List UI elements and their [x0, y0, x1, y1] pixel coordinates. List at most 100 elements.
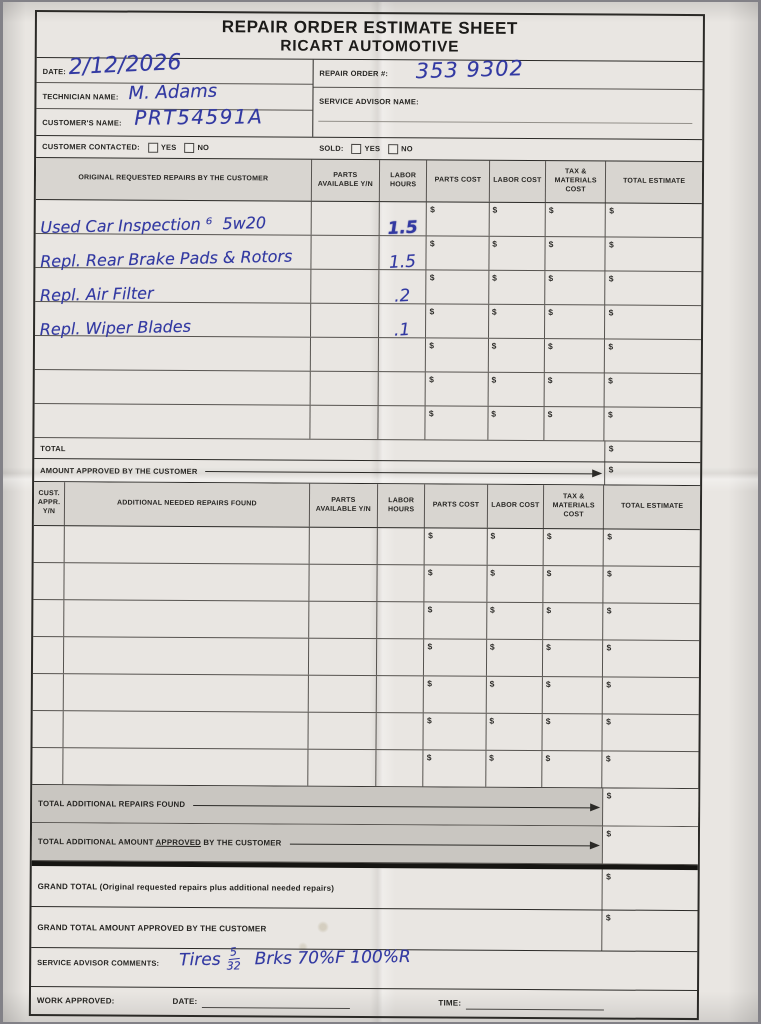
- tax-materials-cell: $: [542, 677, 604, 714]
- table-row: Repl. Air Filter .2 $ $ $ $: [35, 268, 702, 307]
- dollar-sign: $: [427, 567, 433, 578]
- date-label: DATE:: [42, 67, 67, 77]
- parts-cost-cell: $: [423, 713, 487, 750]
- parts-available-cell: [308, 712, 377, 750]
- column-header: PARTS COST: [427, 160, 490, 202]
- description-cell: [64, 637, 309, 675]
- labor-cost-cell: $: [489, 202, 546, 237]
- grand-total-amount-cell: $: [601, 869, 698, 911]
- dollar-sign: $: [489, 752, 494, 763]
- dollar-sign: $: [547, 409, 553, 420]
- repair-order-number-label: REPAIR ORDER #:: [319, 68, 389, 79]
- grand-total-approved-row: GRAND TOTAL AMOUNT APPROVED BY THE CUSTO…: [31, 906, 698, 953]
- total-additional-found-label: TOTAL ADDITIONAL REPAIRS FOUND: [38, 799, 186, 809]
- total-estimate-cell: $: [603, 751, 699, 788]
- labor-hours-cell: .1: [379, 304, 427, 341]
- parts-available-cell: [308, 601, 378, 639]
- labor-hours-cell: 1.5: [379, 202, 428, 239]
- grand-total-approved-label: GRAND TOTAL AMOUNT APPROVED BY THE CUSTO…: [37, 922, 267, 933]
- table-row: $ $ $ $: [34, 370, 701, 409]
- dollar-sign: $: [606, 605, 612, 616]
- parts-cost-cell: $: [426, 338, 489, 372]
- dollar-sign: $: [608, 273, 614, 284]
- dollar-sign: $: [606, 568, 612, 579]
- dollar-sign: $: [426, 752, 432, 763]
- total-additional-found-row: TOTAL ADDITIONAL REPAIRS FOUND $: [32, 784, 699, 828]
- labor-hours-cell: [378, 406, 426, 440]
- column-header: LABOR HOURS: [379, 160, 428, 202]
- dollar-sign: $: [427, 604, 433, 615]
- labor-cost-cell: $: [485, 750, 543, 788]
- labor-cost-cell: $: [488, 338, 546, 373]
- dollar-sign: $: [606, 871, 611, 882]
- arrow-line: [193, 786, 601, 825]
- parts-cost-cell: $: [426, 236, 490, 270]
- dollar-sign: $: [606, 716, 611, 727]
- total-estimate-cell: $: [604, 566, 700, 603]
- service-advisor-comments-label: SERVICE ADVISOR COMMENTS:: [37, 958, 160, 968]
- description-cell: [64, 600, 310, 638]
- column-header: ADDITIONAL NEEDED REPAIRS FOUND: [65, 482, 310, 527]
- sold-yes-checkbox: [351, 143, 362, 154]
- labor-hours-cell: [378, 338, 427, 372]
- parts-cost-cell: $: [425, 406, 489, 440]
- table-row: $ $ $ $: [33, 600, 700, 642]
- dollar-sign: $: [606, 642, 612, 653]
- parts-cost-cell: $: [426, 304, 489, 338]
- dollar-sign: $: [608, 464, 614, 475]
- cust-appr-cell: [32, 637, 65, 674]
- description-cell: [63, 711, 309, 749]
- paper-sheet: REPAIR ORDER ESTIMATE SHEET RICART AUTOM…: [3, 2, 758, 1022]
- parts-available-cell: [311, 201, 380, 236]
- footer-time-label: TIME:: [438, 998, 462, 1008]
- grand-total-approved-amount-cell: $: [601, 910, 698, 952]
- total-estimate-cell: $: [606, 237, 702, 271]
- cust-appr-cell: [33, 600, 65, 637]
- labor-cost-cell: $: [486, 676, 543, 714]
- dollar-sign: $: [548, 205, 554, 216]
- labor-cost-cell: $: [487, 528, 544, 566]
- tax-materials-cell: $: [543, 603, 604, 640]
- total-estimate-cell: $: [603, 714, 699, 751]
- total-estimate-cell: $: [605, 339, 701, 373]
- dollar-sign: $: [545, 753, 551, 764]
- comments-text: Brks 70%F 100%R: [254, 946, 411, 970]
- dollar-sign: $: [606, 679, 612, 690]
- tax-materials-cell: $: [545, 203, 607, 237]
- description-cell: Used Car Inspection ⁶ 5w20: [35, 200, 312, 237]
- contacted-yes-checkbox: [147, 142, 158, 153]
- dollar-sign: $: [489, 715, 495, 726]
- sold-label: SOLD:: [319, 143, 344, 153]
- arrow-line: [289, 825, 600, 864]
- dollar-sign: $: [546, 568, 552, 579]
- dollar-sign: $: [491, 408, 497, 419]
- labor-cost-cell: $: [486, 639, 544, 677]
- parts-cost-cell: $: [424, 565, 488, 602]
- dollar-sign: $: [548, 307, 553, 318]
- arrow-line: [205, 460, 602, 484]
- dollar-sign: $: [606, 790, 612, 801]
- dollar-sign: $: [429, 374, 434, 385]
- table-row: $ $ $ $: [32, 673, 699, 716]
- table-row: Repl. Wiper Blades .1 $ $ $ $: [35, 302, 702, 341]
- date-signature-line: [202, 995, 351, 1009]
- customer-contacted-row: CUSTOMER CONTACTED: YES NO SOLD: YES NO: [36, 136, 703, 163]
- label-part: BY THE CUSTOMER: [200, 838, 282, 848]
- total-amount-cell: $: [604, 441, 701, 463]
- dollar-sign: $: [427, 678, 433, 689]
- cust-appr-cell: [32, 747, 64, 785]
- sold-no-label: NO: [401, 144, 413, 154]
- column-header: TAX & MATERIALS COST: [545, 161, 607, 203]
- sold-yes-label: YES: [364, 144, 381, 154]
- dollar-sign: $: [545, 716, 551, 727]
- parts-available-cell: [309, 564, 378, 602]
- total-estimate-cell: $: [606, 203, 702, 237]
- label-part-underlined: APPROVED: [155, 837, 202, 848]
- parts-cost-cell: $: [424, 528, 488, 565]
- labor-hours-cell: 1.5: [379, 236, 427, 273]
- dollar-sign: $: [547, 341, 553, 352]
- column-header: PARTS AVAILABLE Y/N: [311, 159, 381, 202]
- dollar-sign: $: [428, 530, 433, 541]
- parts-available-cell: [310, 405, 379, 440]
- parts-available-cell: [310, 269, 380, 304]
